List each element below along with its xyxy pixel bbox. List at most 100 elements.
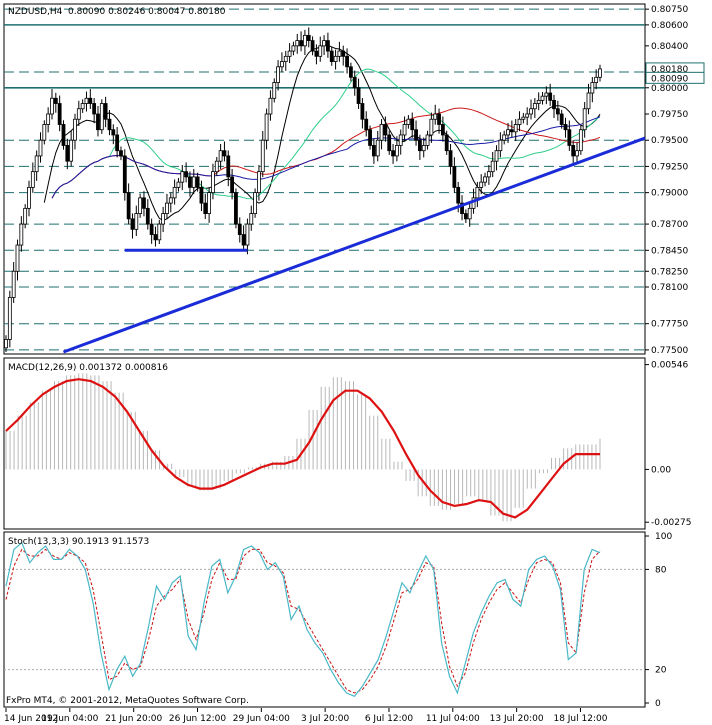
candle-body-84 (326, 40, 330, 52)
price-y-tick-label-9: 0.78700 (651, 220, 688, 230)
candle-body-16 (65, 145, 70, 162)
x-tick-label-3: 26 Jun 12:00 (169, 714, 226, 724)
candle-body-35 (138, 197, 143, 214)
candle-body-65 (253, 192, 257, 215)
candle-body-111 (429, 118, 434, 136)
candle-body-149 (575, 150, 579, 157)
candle-body-117 (452, 166, 457, 188)
candle-body-135 (521, 116, 526, 120)
price-y-tick-label-2: 0.80400 (651, 42, 688, 52)
candle-body-9 (38, 139, 43, 157)
candle-body-7 (30, 171, 35, 188)
candle-body-59 (230, 176, 235, 194)
candle-body-25 (99, 103, 104, 131)
x-tick-label-2: 21 Jun 20:00 (105, 714, 162, 724)
candle-body-74 (287, 50, 292, 57)
candle-body-125 (483, 176, 487, 183)
candle-body-17 (69, 139, 74, 162)
candle-body-115 (444, 134, 449, 152)
candle-body-85 (329, 50, 334, 62)
candle-body-146 (563, 124, 568, 131)
candle-body-29 (115, 134, 120, 152)
candle-body-12 (50, 97, 54, 115)
candle-body-57 (222, 150, 227, 157)
candle-body-103 (398, 134, 403, 146)
candle-body-144 (555, 108, 560, 115)
candle-body-43 (168, 197, 173, 204)
candle-body-46 (180, 171, 185, 183)
candle-body-105 (406, 118, 411, 125)
candle-body-50 (195, 176, 200, 188)
stoch-main-path (5, 541, 601, 698)
candle-body-10 (42, 124, 47, 141)
candle-body-34 (134, 213, 139, 230)
moving-averages (43, 44, 601, 221)
stoch-lines (5, 541, 601, 698)
candle-body-132 (509, 129, 514, 133)
candle-body-61 (237, 223, 242, 235)
trendline (62, 136, 646, 354)
candle-body-60 (234, 192, 238, 225)
candle-body-102 (394, 145, 399, 157)
price-y-tick-label-1: 0.80600 (651, 21, 688, 31)
candle-body-2 (11, 270, 16, 298)
candle-body-137 (529, 108, 533, 115)
candle-body-0 (4, 339, 8, 349)
candle-body-44 (172, 186, 177, 199)
candle-body-94 (364, 118, 369, 131)
price-tag-box-1 (645, 71, 705, 84)
candle-body-24 (96, 113, 100, 131)
candle-body-77 (299, 40, 303, 47)
candle-body-153 (590, 82, 595, 94)
candle-body-123 (475, 186, 480, 199)
candle-body-62 (241, 234, 246, 246)
candle-body-70 (272, 82, 277, 99)
candle-body-11 (46, 113, 51, 125)
copyright-footer: FxPro MT4, © 2001-2012, MetaQuotes Softw… (6, 696, 249, 706)
candle-body-82 (318, 45, 323, 57)
price-y-tick-label-14: 0.77500 (651, 346, 688, 356)
macd-y-tick-label-2: -0.00275 (651, 518, 691, 528)
candle-body-131 (506, 129, 510, 136)
candle-body-18 (73, 118, 77, 141)
candle-body-21 (84, 97, 89, 104)
stoch-label: Stoch(13,3,3) 90.1913 91.1573 (8, 537, 149, 547)
candle-body-147 (567, 129, 572, 146)
candle-body-40 (157, 223, 162, 241)
candle-body-6 (27, 186, 31, 209)
candle-body-100 (387, 134, 392, 152)
candle-body-75 (291, 45, 296, 52)
stoch-y-axis: 100 80 20 0 (645, 532, 672, 709)
candle-body-120 (463, 213, 468, 220)
candle-body-119 (460, 202, 464, 215)
candle-body-145 (559, 113, 564, 125)
price-tag-label-0: 0.80180 (651, 65, 688, 75)
candle-body-152 (586, 92, 591, 110)
candle-body-23 (92, 103, 97, 115)
price-y-tick-label-6: 0.79500 (651, 136, 688, 146)
candle-body-8 (34, 155, 39, 173)
candle-body-127 (490, 160, 495, 173)
x-tick-label-8: 13 Jul 20:00 (490, 714, 544, 724)
candle-body-130 (502, 134, 507, 141)
candle-body-39 (153, 234, 158, 241)
candle-body-37 (145, 207, 150, 225)
candle-body-4 (19, 223, 24, 246)
candles (4, 27, 602, 352)
candle-body-13 (53, 97, 58, 104)
candle-body-138 (532, 103, 537, 110)
candle-body-3 (15, 244, 20, 272)
candle-body-58 (226, 155, 231, 178)
price-y-tick-label-10: 0.78450 (651, 246, 688, 256)
candle-body-99 (383, 124, 388, 136)
ma-green-line (51, 68, 601, 200)
candle-body-53 (207, 192, 212, 215)
candle-body-31 (122, 155, 127, 194)
candle-body-72 (280, 61, 284, 68)
candle-body-133 (513, 124, 518, 133)
x-tick-label-9: 18 Jul 12:00 (553, 714, 607, 724)
price-y-tick-label-12: 0.78100 (651, 283, 688, 293)
price-y-tick-label-8: 0.79000 (651, 189, 688, 199)
candle-body-101 (391, 150, 395, 157)
